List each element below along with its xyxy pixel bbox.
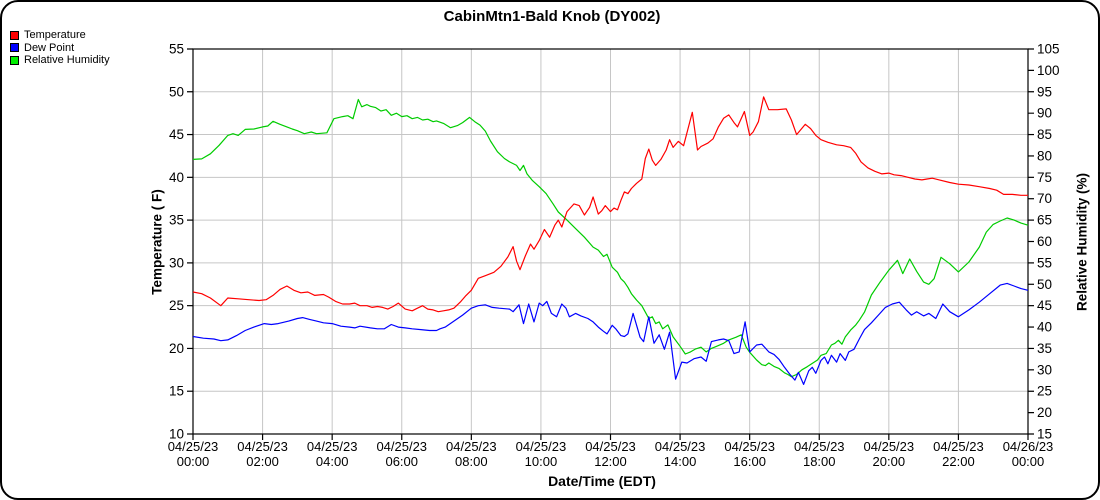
legend-label: Dew Point <box>24 41 75 54</box>
legend: Temperature Dew Point Relative Humidity <box>10 29 110 67</box>
legend-item-relative-humidity: Relative Humidity <box>10 54 110 67</box>
y-right-tick-label: 55 <box>1037 255 1052 270</box>
x-tick-time-label: 10:00 <box>525 454 558 469</box>
y-left-tick-label: 50 <box>169 84 184 99</box>
y-right-tick-label: 100 <box>1037 63 1060 78</box>
x-tick-date-label: 04/25/23 <box>237 439 288 454</box>
x-tick-date-label: 04/25/23 <box>168 439 219 454</box>
y-right-tick-label: 30 <box>1037 362 1052 377</box>
relative-humidity-legend-swatch-icon <box>10 55 19 65</box>
x-tick-time-label: 04:00 <box>316 454 349 469</box>
page-title: CabinMtn1-Bald Knob (DY002) <box>443 8 661 25</box>
y-left-axis-title: Temperature ( F) <box>149 189 165 295</box>
y-right-tick-label: 70 <box>1037 191 1052 206</box>
y-right-tick-label: 65 <box>1037 213 1052 228</box>
x-tick-time-label: 14:00 <box>664 454 697 469</box>
y-right-tick-label: 25 <box>1037 384 1052 399</box>
x-tick-date-label: 04/25/23 <box>585 439 636 454</box>
x-tick-date-label: 04/25/23 <box>376 439 427 454</box>
y-right-tick-label: 45 <box>1037 298 1052 313</box>
x-tick-date-label: 04/25/23 <box>307 439 358 454</box>
x-tick-date-label: 04/25/23 <box>794 439 845 454</box>
relative-humidity-line-series <box>192 98 1029 378</box>
x-tick-date-label: 04/26/23 <box>1003 439 1054 454</box>
x-axis-title: Date/Time (EDT) <box>548 473 656 489</box>
y-right-tick-label: 80 <box>1037 148 1052 163</box>
legend-label: Temperature <box>24 29 86 42</box>
y-right-tick-label: 20 <box>1037 405 1052 420</box>
y-right-tick-label: 15 <box>1037 427 1052 442</box>
legend-item-temperature: Temperature <box>10 29 110 42</box>
x-tick-time-label: 02:00 <box>246 454 279 469</box>
y-left-tick-label: 10 <box>169 427 184 442</box>
dew-point-legend-swatch-icon <box>10 43 19 53</box>
y-right-tick-label: 85 <box>1037 127 1052 142</box>
temperature-line-series <box>192 96 1028 313</box>
legend-item-dew-point: Dew Point <box>10 42 110 55</box>
y-right-tick-label: 95 <box>1037 84 1052 99</box>
y-left-tick-label: 25 <box>169 298 184 313</box>
x-tick-date-label: 04/25/23 <box>516 439 567 454</box>
y-right-tick-label: 105 <box>1037 42 1060 57</box>
y-right-tick-label: 35 <box>1037 341 1052 356</box>
x-tick-time-label: 16:00 <box>733 454 766 469</box>
y-left-tick-label: 55 <box>169 42 184 57</box>
y-left-tick-label: 45 <box>169 127 184 142</box>
x-tick-time-label: 12:00 <box>594 454 627 469</box>
x-tick-time-label: 00:00 <box>1012 454 1045 469</box>
y-right-tick-label: 60 <box>1037 234 1052 249</box>
x-tick-time-label: 20:00 <box>873 454 906 469</box>
x-tick-time-label: 00:00 <box>177 454 210 469</box>
x-tick-time-label: 06:00 <box>385 454 418 469</box>
x-tick-date-label: 04/25/23 <box>933 439 984 454</box>
y-right-tick-label: 50 <box>1037 277 1052 292</box>
y-right-tick-label: 40 <box>1037 320 1052 335</box>
y-left-tick-label: 15 <box>169 384 184 399</box>
y-right-axis-title: Relative Humidity (%) <box>1074 172 1090 312</box>
temperature-legend-swatch-icon <box>10 30 19 40</box>
x-tick-date-label: 04/25/23 <box>724 439 775 454</box>
y-right-tick-label: 90 <box>1037 106 1052 121</box>
x-tick-time-label: 18:00 <box>803 454 836 469</box>
y-left-tick-label: 20 <box>169 341 184 356</box>
x-tick-date-label: 04/25/23 <box>655 439 706 454</box>
x-tick-date-label: 04/25/23 <box>864 439 915 454</box>
y-left-tick-label: 30 <box>169 255 184 270</box>
y-left-tick-label: 35 <box>169 213 184 228</box>
y-left-tick-label: 40 <box>169 170 184 185</box>
x-tick-date-label: 04/25/23 <box>446 439 497 454</box>
dew-point-line-series <box>192 282 1029 385</box>
x-tick-time-label: 08:00 <box>455 454 488 469</box>
x-tick-time-label: 22:00 <box>942 454 975 469</box>
y-right-tick-label: 75 <box>1037 170 1052 185</box>
legend-label: Relative Humidity <box>24 54 110 67</box>
